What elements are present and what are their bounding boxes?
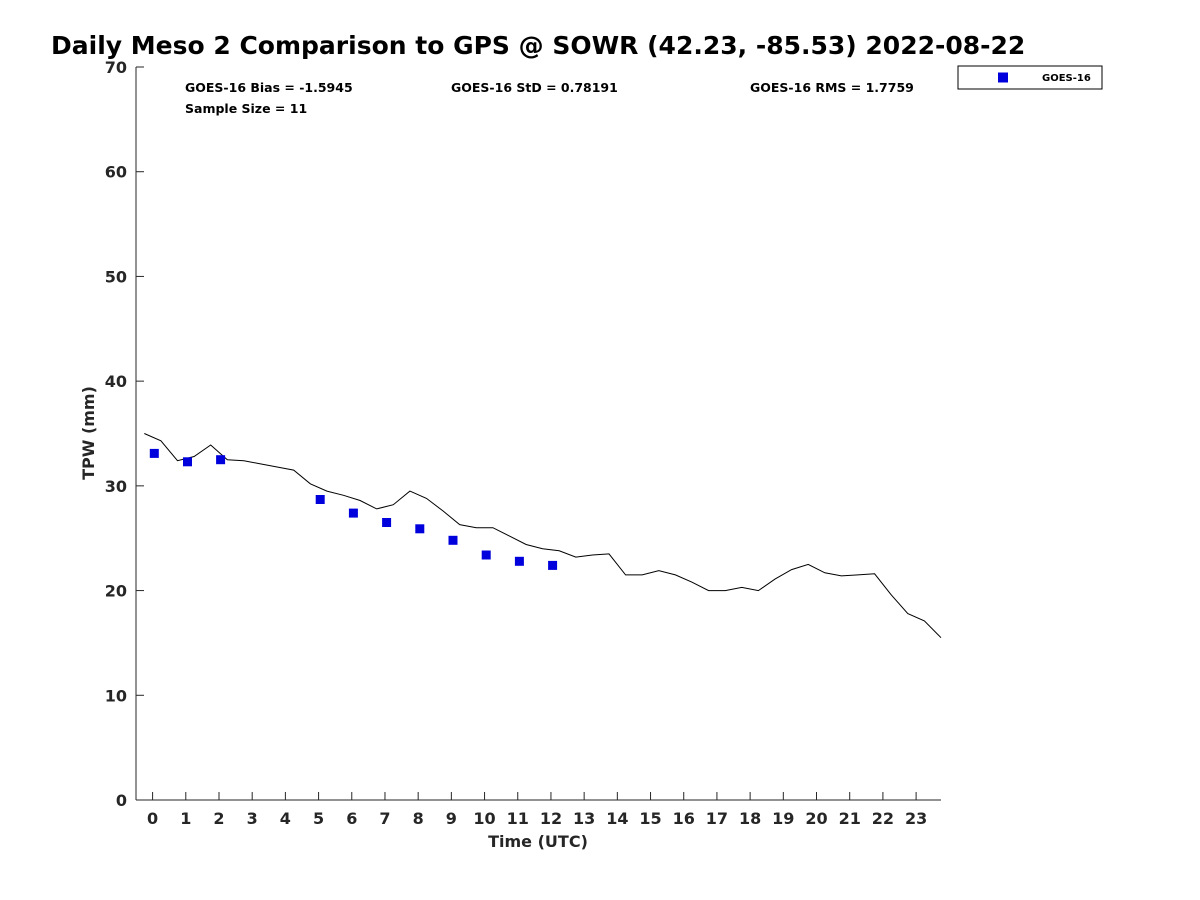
x-tick-label: 13 xyxy=(573,809,595,828)
x-tick-label: 0 xyxy=(147,809,158,828)
goes16-point xyxy=(216,455,226,465)
y-tick-label: 20 xyxy=(105,582,127,601)
goes16-point xyxy=(415,524,425,534)
legend-goes16-label: GOES-16 xyxy=(1042,73,1091,84)
x-tick-label: 19 xyxy=(772,809,794,828)
legend-goes16-marker xyxy=(998,72,1008,83)
goes16-series xyxy=(149,448,558,570)
legend-box xyxy=(957,65,1103,90)
goes16-point xyxy=(548,560,558,570)
x-tick-label: 1 xyxy=(180,809,191,828)
x-tick-label: 5 xyxy=(313,809,324,828)
x-tick-label: 12 xyxy=(540,809,562,828)
gps-tpw-line xyxy=(144,433,942,639)
x-tick-label: 7 xyxy=(379,809,390,828)
chart-legend: GOES-16 xyxy=(957,65,1103,90)
goes16-point xyxy=(183,457,192,467)
x-tick-label: 10 xyxy=(473,809,495,828)
goes16-point xyxy=(514,556,524,566)
std-stat: GOES-16 StD = 0.78191 xyxy=(451,80,618,95)
x-tick-label: 15 xyxy=(639,809,661,828)
goes16-point xyxy=(149,448,159,458)
x-tick-label: 17 xyxy=(706,809,728,828)
x-tick-label: 23 xyxy=(905,809,927,828)
x-tick-label: 8 xyxy=(413,809,424,828)
plot-axes xyxy=(135,67,941,801)
x-tick-label: 22 xyxy=(872,809,894,828)
y-tick-label: 60 xyxy=(105,163,127,182)
x-tick-label: 4 xyxy=(280,809,291,828)
y-tick-label: 50 xyxy=(105,267,127,286)
rms-stat: GOES-16 RMS = 1.7759 xyxy=(750,80,914,95)
x-axis-ticks: 0 1 2 3 4 5 6 7 8 9 10 11 12 13 14 15 16 17 18 19 20 21 22 23 xyxy=(147,792,927,828)
y-axis-ticks: 0 10 20 30 40 50 60 70 xyxy=(105,58,144,810)
chart-title: Daily Meso 2 Comparison to GPS @ SOWR (4… xyxy=(51,31,1025,60)
y-tick-label: 10 xyxy=(105,686,127,705)
x-tick-label: 14 xyxy=(606,809,628,828)
goes16-point xyxy=(448,535,458,545)
y-tick-label: 30 xyxy=(105,477,127,496)
x-tick-label: 9 xyxy=(446,809,457,828)
goes16-point xyxy=(481,550,491,560)
x-axis-label: Time (UTC) xyxy=(488,832,588,851)
y-tick-label: 0 xyxy=(116,791,127,810)
goes16-point xyxy=(348,508,358,518)
x-tick-label: 2 xyxy=(213,809,224,828)
sample-size-stat: Sample Size = 11 xyxy=(185,101,307,116)
gps-line-series xyxy=(144,433,942,639)
x-tick-label: 6 xyxy=(346,809,357,828)
x-tick-label: 16 xyxy=(673,809,695,828)
goes16-point xyxy=(315,495,325,504)
y-tick-label: 70 xyxy=(105,58,127,77)
x-tick-label: 3 xyxy=(247,809,258,828)
bias-stat: GOES-16 Bias = -1.5945 xyxy=(185,80,353,95)
goes16-point xyxy=(382,518,392,527)
x-tick-label: 20 xyxy=(805,809,827,828)
y-tick-label: 40 xyxy=(105,372,127,391)
y-axis-label: TPW (mm) xyxy=(79,386,98,480)
x-tick-label: 11 xyxy=(507,809,529,828)
x-tick-label: 21 xyxy=(839,809,861,828)
x-tick-label: 18 xyxy=(739,809,761,828)
